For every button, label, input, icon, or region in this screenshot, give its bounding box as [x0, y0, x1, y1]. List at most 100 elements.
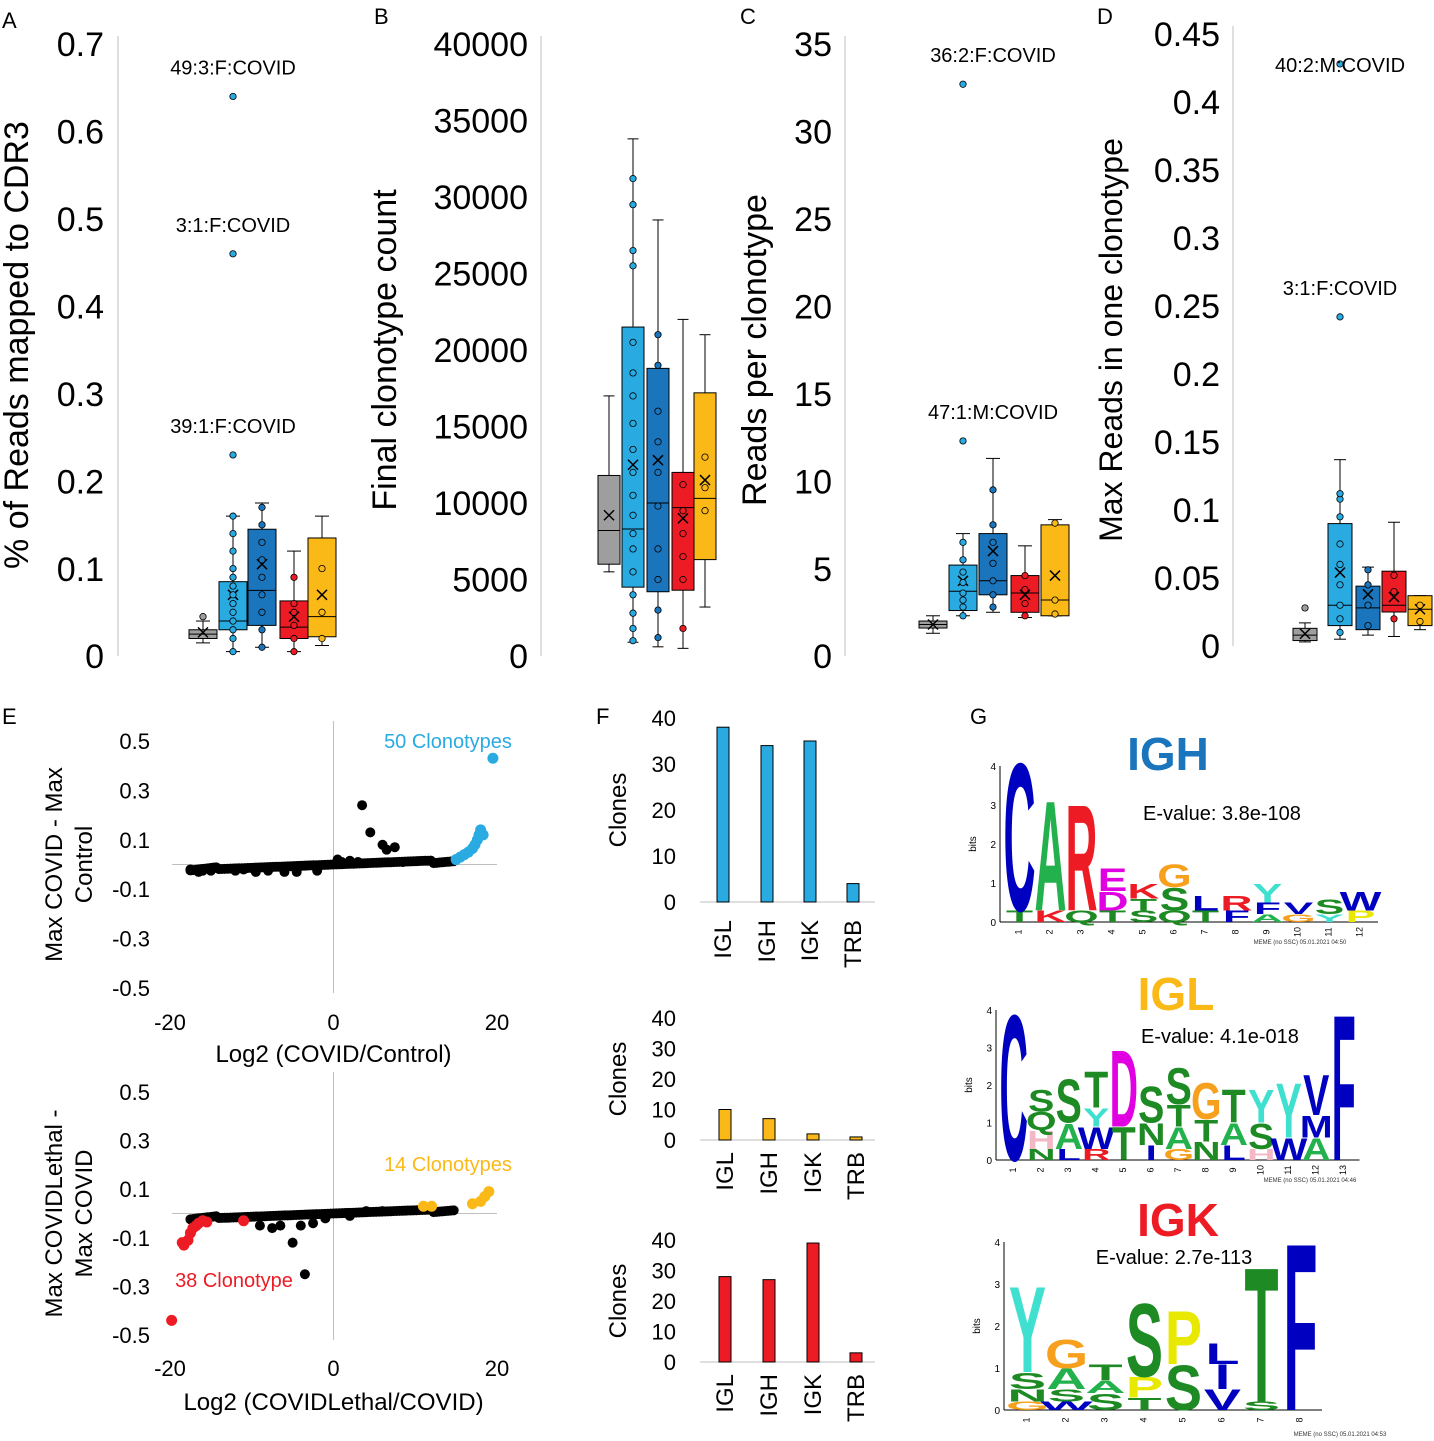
data-point — [629, 545, 637, 553]
data-point — [989, 577, 997, 585]
category-label: IGL — [712, 1152, 739, 1191]
data-point — [318, 564, 326, 573]
box-mean-marker — [316, 589, 328, 601]
logo-letter: L — [1192, 891, 1219, 915]
logo-letter: S — [1160, 882, 1190, 918]
data-point — [1390, 587, 1398, 596]
y-tick-label: -0.3 — [112, 927, 150, 952]
data-point — [629, 624, 637, 633]
box-group-covid — [1327, 60, 1353, 640]
data-point — [959, 556, 967, 564]
outlier-annotation: 3:1:F:COVID — [176, 215, 290, 237]
boxplot-panel-a: 0 0.1 0.2 0.3 0.4 0.5 0.6 0.7 % of Reads mapped … — [0, 26, 337, 676]
logo-y-tick: 3 — [994, 1280, 1000, 1291]
data-point — [197, 865, 208, 876]
data-point — [1336, 513, 1344, 521]
logo-letter: T — [1130, 896, 1158, 914]
data-point — [229, 512, 237, 520]
data-point — [1336, 615, 1344, 623]
data-point — [629, 392, 637, 400]
category-label: IGK — [800, 1152, 827, 1193]
data-point — [1021, 612, 1029, 620]
panel-letters: A B C D E F G — [2, 4, 1113, 729]
data-point — [701, 453, 709, 461]
y-tick-label: 0 — [664, 890, 676, 915]
logo-letter: L — [1222, 1141, 1246, 1164]
data-point — [291, 866, 302, 877]
category-label: IGK — [797, 920, 824, 961]
box-mean-marker — [627, 459, 639, 471]
data-point — [629, 246, 637, 255]
data-point — [654, 634, 662, 642]
y-axis-label: Control — [71, 826, 98, 903]
bar-panel-f2: 0 10 20 30 40 Clones IGL IGH IGK TRB — [605, 1006, 875, 1200]
data-point — [654, 468, 662, 476]
logo-letter: L — [1057, 1146, 1081, 1163]
category-label: IGK — [800, 1374, 827, 1415]
data-point — [229, 608, 237, 616]
y-tick-label: 0.1 — [57, 551, 104, 589]
data-point — [654, 331, 662, 339]
category-label: IGH — [756, 1152, 783, 1195]
logo-y-tick: 2 — [990, 840, 996, 851]
data-point — [654, 361, 662, 369]
y-axis-label: Max COVID — [71, 1149, 98, 1277]
x-tick-label: 20 — [485, 1010, 509, 1035]
box-group-lethal — [671, 318, 695, 649]
logo-y-tick: 1 — [986, 1119, 992, 1130]
logo-y-tick: 4 — [990, 762, 996, 773]
box-group-covid_dark — [646, 219, 670, 648]
logo-y-axis-label: bits — [968, 836, 979, 852]
y-tick-label: 0.3 — [57, 376, 104, 414]
data-point — [1336, 60, 1344, 68]
bar — [803, 740, 817, 903]
logo-letter: K — [1035, 908, 1067, 926]
data-point — [629, 591, 637, 599]
y-axis-label: Max COVID - Max — [41, 767, 68, 962]
data-point — [654, 502, 662, 510]
data-point — [318, 608, 326, 616]
logo-letter: T — [1099, 908, 1127, 926]
data-point — [989, 521, 997, 529]
bar — [806, 1133, 820, 1141]
logo-position-label: 2 — [1045, 929, 1055, 934]
logo-letter: E — [1098, 862, 1128, 898]
data-point — [290, 599, 298, 608]
logo-letter: D — [1110, 1029, 1138, 1150]
x-axis-label: Log2 (COVID/Control) — [215, 1041, 451, 1068]
y-tick-label: 30 — [652, 752, 676, 777]
logo-y-axis-label: bits — [964, 1077, 975, 1093]
category-label: TRB — [840, 920, 867, 968]
data-point — [287, 1237, 298, 1248]
box-group-lethal — [1381, 521, 1407, 637]
box-iqr — [621, 326, 645, 588]
y-tick-label: -0.3 — [112, 1274, 150, 1299]
data-point — [290, 608, 298, 616]
bar — [718, 1276, 732, 1363]
data-point — [959, 596, 967, 604]
data-point — [654, 407, 662, 415]
data-point — [654, 575, 662, 584]
data-point — [353, 857, 364, 868]
box-group-control — [597, 395, 621, 573]
data-point — [679, 624, 687, 633]
logo-y-tick: 2 — [986, 1081, 992, 1092]
logo-position-label: 8 — [1231, 929, 1241, 934]
data-point — [258, 538, 266, 546]
y-tick-label: 0 — [664, 1350, 676, 1375]
logo-letter: S — [1056, 1067, 1082, 1136]
logo-position-label: 5 — [1138, 929, 1148, 934]
data-point — [654, 545, 662, 553]
data-point — [959, 437, 967, 445]
bar-panel-f1: 0 10 20 30 40 Clones IGL IGH IGK TRB — [605, 706, 875, 968]
box-mean-marker — [1049, 570, 1061, 582]
data-point — [365, 827, 376, 838]
data-point — [258, 503, 266, 511]
logo-position-label: 6 — [1217, 1417, 1227, 1422]
data-point — [238, 864, 249, 875]
highlight-point — [426, 1200, 438, 1212]
box-mean-marker — [699, 474, 711, 486]
y-tick-label: 0 — [1201, 628, 1220, 666]
